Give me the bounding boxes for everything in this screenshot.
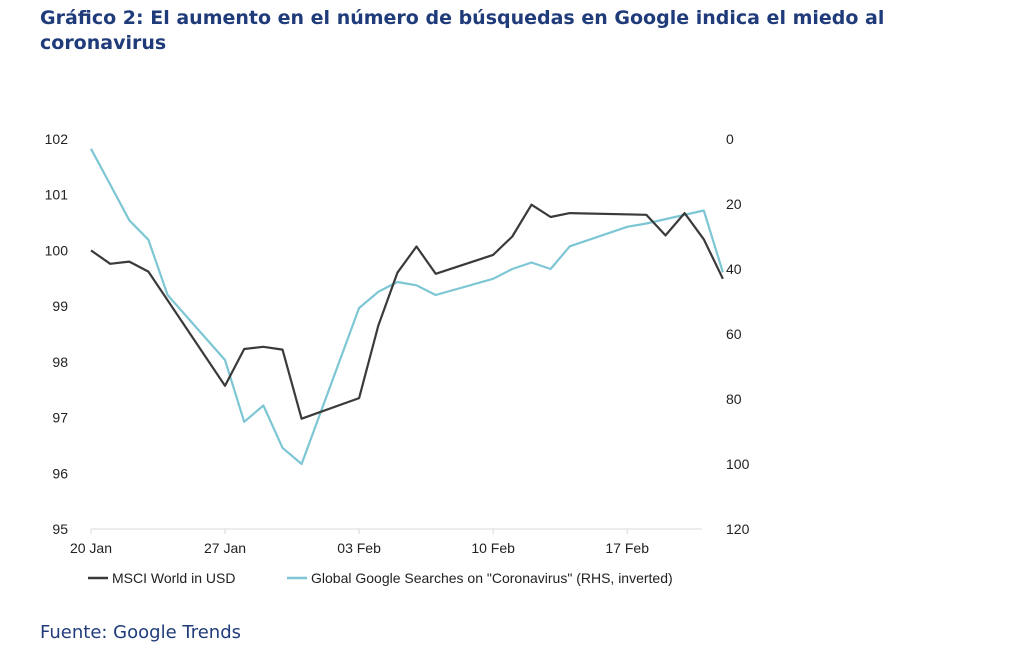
x-axis-ticks: 20 Jan 27 Jan 03 Feb 10 Feb 17 Feb [70,529,649,556]
y-left-tick-label: 96 [52,465,68,481]
msci-world-line [90,203,724,420]
x-tick-label: 17 Feb [605,540,649,556]
x-tick-label: 10 Feb [471,540,515,556]
y-right-tick-label: 120 [726,521,750,537]
left-y-axis-ticks: 102 101 100 99 98 97 96 95 [45,131,69,537]
y-right-tick-label: 20 [726,196,742,212]
y-right-tick-label: 0 [726,131,734,147]
y-right-tick-label: 60 [726,326,742,342]
line-chart: 20 Jan 27 Jan 03 Feb 10 Feb 17 Feb 102 101 100… [45,131,750,586]
x-tick-label: 27 Jan [204,540,246,556]
x-tick-label: 20 Jan [70,540,112,556]
y-left-tick-label: 97 [52,410,68,426]
y-left-tick-label: 100 [45,242,69,258]
legend: MSCI World in USD Global Google Searches… [88,570,673,586]
y-right-tick-label: 40 [726,261,742,277]
y-left-tick-label: 95 [52,521,68,537]
y-right-tick-label: 80 [726,391,742,407]
x-tick-label: 03 Feb [337,540,381,556]
legend-google-label: Global Google Searches on "Coronavirus" … [311,570,673,586]
source-note: Fuente: Google Trends [40,622,242,643]
y-left-tick-label: 99 [52,298,68,314]
y-left-tick-label: 102 [45,131,69,147]
y-right-tick-label: 100 [726,456,750,472]
chart-title: Gráfico 2: El aumento en el número de bú… [40,7,885,54]
y-left-tick-label: 98 [52,354,68,370]
y-left-tick-label: 101 [45,187,69,203]
legend-msci-label: MSCI World in USD [112,570,235,586]
google-searches-line [90,148,724,466]
right-y-axis-ticks: 0 20 40 60 80 100 120 [726,131,750,537]
